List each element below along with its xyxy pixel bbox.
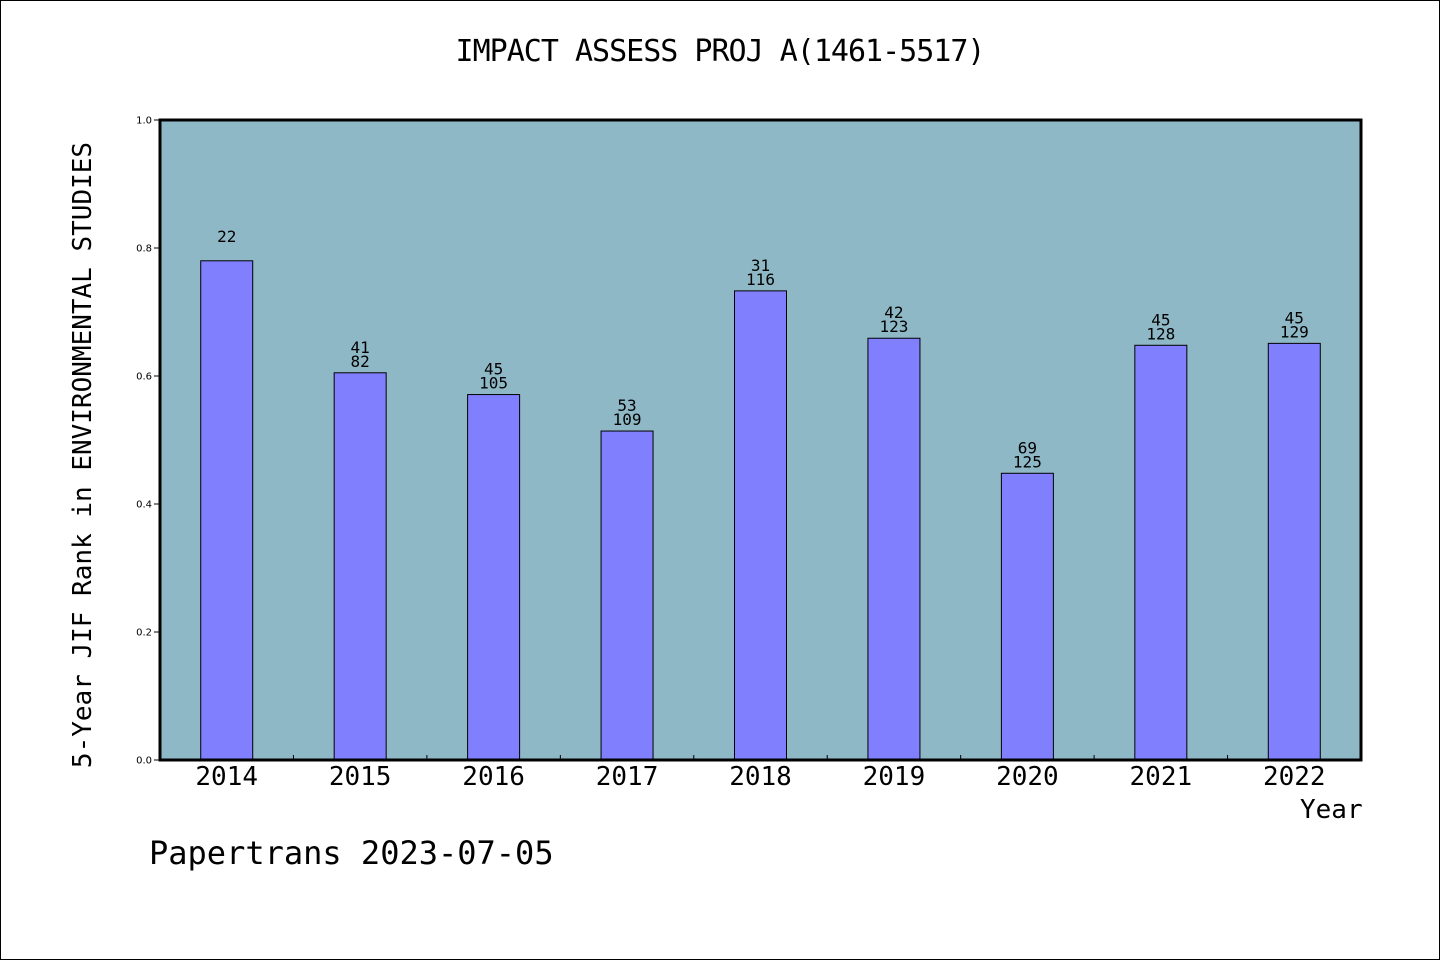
- bar-data-label: 45: [1285, 308, 1304, 327]
- bar: [467, 394, 521, 761]
- x-tick-label: 2017: [596, 762, 659, 792]
- bar-data-label: 105: [479, 374, 508, 393]
- x-tick-label: 2021: [1130, 762, 1193, 792]
- bar: [1134, 344, 1188, 761]
- bar: [200, 260, 254, 761]
- footer-credit: Papertrans 2023-07-05: [149, 834, 554, 872]
- bar-data-label: 41: [351, 338, 370, 357]
- bar: [734, 290, 787, 761]
- plot-border: [158, 118, 1363, 762]
- bar-data-label: 31: [751, 256, 770, 275]
- bar: [600, 430, 654, 761]
- bar-data-label: 42: [884, 303, 903, 322]
- x-tick-label: 2014: [195, 762, 258, 792]
- bar: [1267, 342, 1321, 761]
- y-tick-label: 0.0: [136, 756, 152, 767]
- bar: [867, 337, 921, 761]
- bar-data-label: 125: [1013, 452, 1042, 471]
- bar-data-label: 69: [1018, 438, 1037, 457]
- y-tick-label: 0.8: [136, 244, 152, 255]
- x-tick-label: 2020: [996, 762, 1059, 792]
- x-tick-label: 2016: [462, 762, 525, 792]
- x-tick-label: 2019: [863, 762, 926, 792]
- bar-data-label: 129: [1280, 322, 1309, 341]
- y-tick-label: 0.4: [136, 500, 152, 511]
- y-tick-label: 0.2: [136, 628, 152, 639]
- y-tick-label: 0.6: [136, 372, 152, 383]
- bar-data-label: 123: [879, 317, 908, 336]
- bar-data-label: 53: [617, 396, 636, 415]
- bar-data-label: 45: [484, 360, 503, 379]
- bar: [333, 372, 387, 761]
- bar-data-label: 128: [1146, 324, 1175, 343]
- bar-data-label: 109: [613, 410, 642, 429]
- bar-data-label: 22: [217, 227, 236, 246]
- chart-title: IMPACT ASSESS PROJ A(1461-5517): [455, 34, 986, 69]
- bar-data-label: 116: [746, 270, 775, 289]
- x-tick-label: 2022: [1263, 762, 1326, 792]
- x-axis-label: Year: [1300, 795, 1363, 825]
- bar: [1000, 472, 1054, 761]
- x-tick-label: 2015: [329, 762, 392, 792]
- x-tick-label: 2018: [729, 762, 792, 792]
- y-tick-label: 1.0: [136, 116, 152, 127]
- bar-data-label: 82: [351, 352, 370, 371]
- bar-data-label: 45: [1151, 310, 1170, 329]
